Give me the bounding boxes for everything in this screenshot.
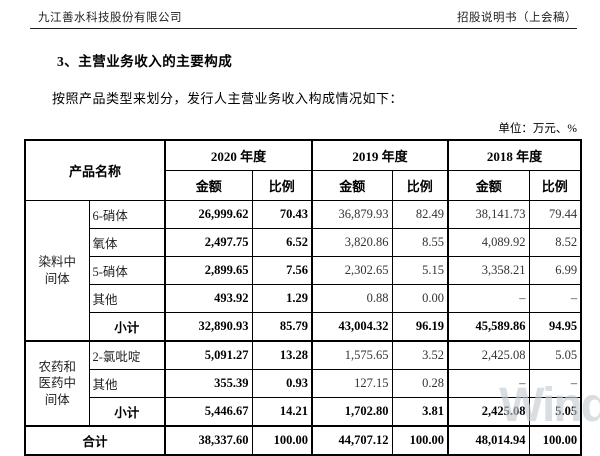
product-label: 其他 (88, 284, 166, 313)
group-label-dye-intermediates: 染料中 间体 (24, 200, 90, 342)
amount-2020: 38,337.60 (164, 425, 253, 456)
ratio-2018: – (528, 369, 582, 398)
table-row: 氧体 2,497.75 6.52 3,820.86 8.55 4,089.92 … (25, 228, 582, 257)
amount-2019: 43,004.32 (311, 312, 393, 342)
ratio-2018: 8.52 (528, 228, 582, 257)
amount-2020: 355.39 (164, 369, 253, 398)
product-label: 6-硝体 (88, 200, 166, 229)
total-row: 合计 38,337.60 100.00 44,707.12 100.00 48,… (24, 425, 582, 456)
ratio-2019: 5.15 (391, 256, 449, 285)
ratio-2020: 0.93 (251, 369, 313, 398)
amount-2020: 32,890.93 (164, 312, 253, 342)
amount-2020: 5,091.27 (164, 340, 253, 370)
subtotal-row: 小计 5,446.67 14.21 1,702.80 3.81 2,425.08… (25, 397, 582, 427)
amount-2018: 2,425.08 (447, 397, 530, 427)
ratio-2019: 3.81 (391, 397, 449, 427)
ratio-2019: 0.28 (391, 369, 449, 398)
total-label: 合计 (24, 425, 166, 456)
amount-2019: 2,302.65 (311, 256, 393, 285)
page-header: 九江善水科技股份有限公司 招股说明书（上会稿） (30, 0, 577, 29)
ratio-2019: 82.49 (391, 200, 449, 229)
ratio-2020: 1.29 (251, 284, 313, 313)
year-header-2020: 2020 年度 (164, 139, 313, 171)
amount-2019: 36,879.93 (311, 200, 393, 229)
product-label: 其他 (88, 369, 166, 398)
ratio-2019: 0.00 (391, 284, 449, 313)
document-title: 招股说明书（上会稿） (457, 12, 577, 24)
table-row: 染料中 间体 6-硝体 26,999.62 70.43 36,879.93 82… (24, 200, 582, 342)
amount-2020: 26,999.62 (164, 200, 253, 229)
amount-2019: 3,820.86 (311, 228, 393, 257)
ratio-2018: 94.95 (528, 312, 582, 342)
ratio-2020: 85.79 (251, 312, 313, 342)
unit-note: 单位：万元、% (498, 123, 577, 135)
subtotal-label: 小计 (88, 312, 166, 342)
amount-2018: – (447, 369, 530, 398)
amount-2019: 1,702.80 (311, 397, 393, 427)
subtotal-row: 小计 32,890.93 85.79 43,004.32 96.19 45,58… (25, 312, 582, 342)
section-heading: 3、主营业务收入的主要构成 (57, 54, 233, 69)
amount-header-2020: 金额 (164, 170, 253, 201)
amount-2019: 44,707.12 (311, 425, 393, 456)
ratio-2020: 100.00 (251, 425, 313, 456)
company-name: 九江善水科技股份有限公司 (38, 12, 182, 24)
ratio-2019: 96.19 (391, 312, 449, 342)
ratio-2018: 79.44 (528, 200, 582, 229)
ratio-2018: 5.05 (528, 340, 582, 370)
amount-2020: 493.92 (164, 284, 253, 313)
group-label-pesticide-pharma-intermediates: 农药和 医药中 间体 (24, 340, 90, 427)
amount-2019: 0.88 (311, 284, 393, 313)
ratio-header-2018: 比例 (528, 170, 582, 201)
table-row: 其他 493.92 1.29 0.88 0.00 – – (25, 284, 582, 313)
table-row: 农药和 医药中 间体 2-氯吡啶 5,091.27 13.28 1,575.65… (24, 340, 582, 427)
ratio-2019: 3.52 (391, 340, 449, 370)
ratio-header-2020: 比例 (251, 170, 313, 201)
ratio-2018: – (528, 284, 582, 313)
wind-watermark: Wind (499, 379, 600, 432)
product-label: 5-硝体 (88, 256, 166, 285)
amount-2018: 45,589.86 (447, 312, 530, 342)
table-header-row-metrics: 金额 比例 金额 比例 金额 比例 (25, 170, 582, 201)
amount-2018: 3,358.21 (447, 256, 530, 285)
ratio-2020: 70.43 (251, 200, 313, 229)
product-name-header: 产品名称 (24, 139, 166, 201)
year-header-2019: 2019 年度 (311, 139, 449, 171)
subtotal-label: 小计 (88, 397, 166, 427)
amount-2019: 127.15 (311, 369, 393, 398)
amount-2018: 4,089.92 (447, 228, 530, 257)
amount-2018: 2,425.08 (447, 340, 530, 370)
year-header-2018: 2018 年度 (447, 139, 582, 171)
table-row: 其他 355.39 0.93 127.15 0.28 – – (25, 369, 582, 398)
amount-2020: 5,446.67 (164, 397, 253, 427)
amount-2018: – (447, 284, 530, 313)
amount-header-2018: 金额 (447, 170, 530, 201)
ratio-2019: 100.00 (391, 425, 449, 456)
ratio-2020: 6.52 (251, 228, 313, 257)
table-row: 5-硝体 2,899.65 7.56 2,302.65 5.15 3,358.2… (25, 256, 582, 285)
ratio-2018: 6.99 (528, 256, 582, 285)
ratio-2020: 7.56 (251, 256, 313, 285)
amount-2020: 2,899.65 (164, 256, 253, 285)
table-header-row-years: 产品名称 2020 年度 2019 年度 2018 年度 (24, 139, 582, 201)
product-label: 氧体 (88, 228, 166, 257)
ratio-2019: 8.55 (391, 228, 449, 257)
amount-2019: 1,575.65 (311, 340, 393, 370)
ratio-2020: 14.21 (251, 397, 313, 427)
amount-2020: 2,497.75 (164, 228, 253, 257)
ratio-header-2019: 比例 (391, 170, 449, 201)
intro-paragraph: 按照产品类型来划分，发行人主营业务收入构成情况如下： (52, 91, 404, 106)
product-label: 2-氯吡啶 (88, 340, 166, 370)
ratio-2020: 13.28 (251, 340, 313, 370)
amount-header-2019: 金额 (311, 170, 393, 201)
amount-2018: 38,141.73 (447, 200, 530, 229)
